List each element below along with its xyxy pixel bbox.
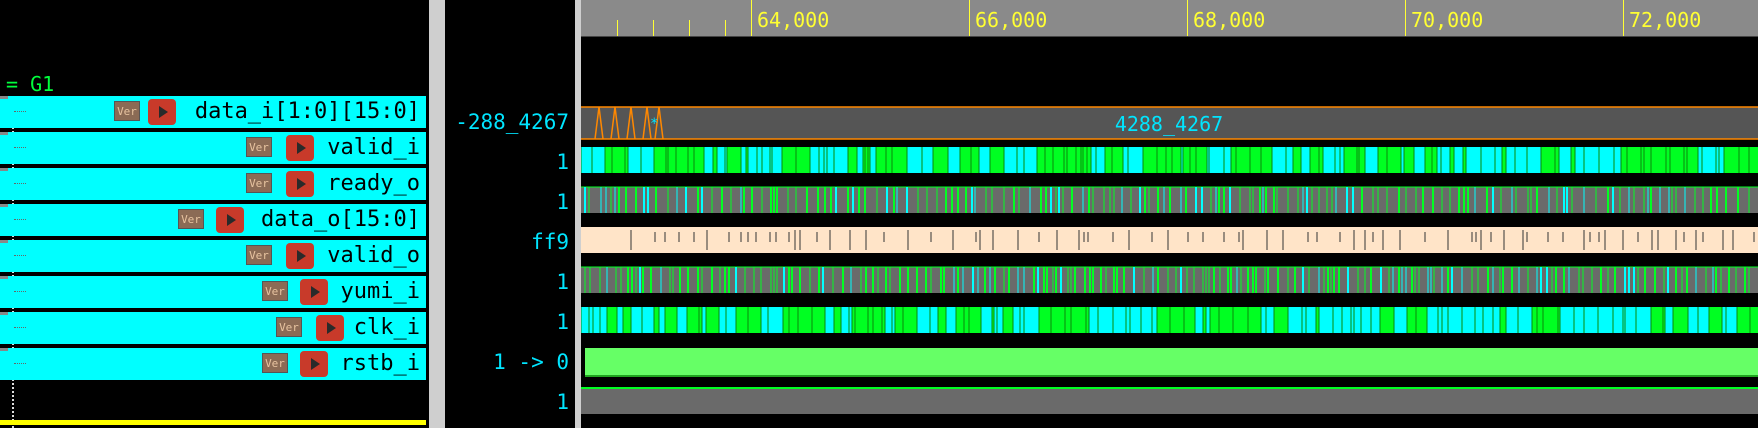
signal-row-rstb-i[interactable]: Ver rstb_i (0, 348, 426, 380)
ruler-tick (689, 20, 690, 36)
ruler-tick (653, 20, 654, 36)
signal-name: yumi_i (340, 279, 420, 304)
signal-values-pane: -288_4267 1 1 ff9 1 1 1 -> 0 1 (445, 0, 575, 428)
wave-valid-i[interactable] (580, 146, 1758, 174)
ruler-label: 70,000 (1411, 8, 1484, 32)
wave-ready-o[interactable] (581, 186, 1758, 214)
verilog-icon: Ver (246, 173, 272, 193)
ruler-major-tick (751, 0, 752, 36)
ruler-label: 64,000 (757, 8, 830, 32)
signal-row-data-o[interactable]: Ver data_o[15:0] (0, 204, 426, 236)
tree-dash (14, 111, 26, 112)
wave-data-o[interactable] (581, 226, 1758, 254)
verilog-icon: Ver (262, 353, 288, 373)
source-jump-icon[interactable] (300, 351, 328, 377)
signal-waveform (580, 147, 1758, 173)
source-jump-icon[interactable] (316, 315, 344, 341)
source-jump-icon[interactable] (286, 171, 314, 197)
selection-bar (0, 420, 426, 425)
signal-row-data-i[interactable]: Ver data_i[1:0][15:0] (0, 96, 426, 128)
wave-valid-o[interactable] (581, 266, 1758, 294)
row-marker (0, 132, 8, 135)
bus-waveform: * 4288_4267 (581, 106, 1758, 140)
ruler-label: 66,000 (975, 8, 1048, 32)
row-marker (0, 96, 8, 99)
group-label[interactable]: = G1 (6, 72, 54, 96)
pane-splitter-right[interactable] (575, 0, 581, 428)
signal-row-ready-o[interactable]: Ver ready_o (0, 168, 426, 200)
ruler-tick (725, 20, 726, 36)
ruler-major-tick (1187, 0, 1188, 36)
signal-name: valid_i (327, 135, 420, 160)
value-clk-i: 1 -> 0 (493, 350, 569, 374)
verilog-icon: Ver (246, 245, 272, 265)
row-marker (0, 240, 8, 243)
wave-clk-i[interactable] (581, 346, 1758, 378)
tree-dash (14, 291, 26, 292)
tree-dash (14, 147, 26, 148)
source-jump-icon[interactable] (148, 99, 176, 125)
wave-rstb-i[interactable] (581, 386, 1758, 416)
verilog-icon: Ver (246, 137, 272, 157)
flat-waveform (581, 387, 1758, 414)
signal-row-valid-o[interactable]: Ver valid_o (0, 240, 426, 272)
signal-names-pane: = G1 Ver data_i[1:0][15:0] Ver valid_i V… (0, 0, 429, 428)
signal-name: ready_o (327, 171, 420, 196)
source-jump-icon[interactable] (216, 207, 244, 233)
bus-value-label: 4288_4267 (1115, 112, 1223, 136)
pane-splitter-left[interactable] (429, 0, 445, 428)
signal-waveform (580, 307, 1758, 333)
value-rstb-i: 1 (556, 390, 569, 414)
value-ready-o: 1 (556, 190, 569, 214)
signal-row-valid-i[interactable]: Ver valid_i (0, 132, 426, 164)
group-name: G1 (30, 72, 55, 96)
signal-name: rstb_i (340, 351, 420, 376)
bus-waveform (581, 227, 1758, 253)
row-marker (0, 168, 8, 171)
group-marker: = (6, 72, 19, 96)
ruler-tick (617, 20, 618, 36)
source-jump-icon[interactable] (300, 279, 328, 305)
signal-name: clk_i (353, 315, 420, 340)
wave-yumi-i[interactable] (580, 306, 1758, 334)
signal-waveform (581, 266, 1758, 293)
tree-dash (14, 363, 26, 364)
row-marker (0, 348, 8, 351)
value-yumi-i: 1 (556, 310, 569, 334)
ruler-label: 72,000 (1629, 8, 1702, 32)
signal-row-yumi-i[interactable]: Ver yumi_i (0, 276, 426, 308)
source-jump-icon[interactable] (286, 135, 314, 161)
signal-name: data_o[15:0] (261, 207, 420, 232)
bus-marker: * (650, 116, 658, 132)
ruler-major-tick (969, 0, 970, 36)
wave-data-i[interactable]: * 4288_4267 (581, 106, 1758, 140)
verilog-icon: Ver (114, 101, 140, 121)
clock-waveform (585, 348, 1758, 377)
signal-waveform (581, 186, 1758, 213)
value-valid-o: 1 (556, 270, 569, 294)
verilog-icon: Ver (276, 317, 302, 337)
value-valid-i: 1 (556, 150, 569, 174)
ruler-major-tick (1623, 0, 1624, 36)
value-data-o: ff9 (531, 230, 569, 254)
tree-dash (14, 219, 26, 220)
verilog-icon: Ver (262, 281, 288, 301)
signal-name: data_i[1:0][15:0] (194, 99, 420, 124)
ruler-label: 68,000 (1193, 8, 1266, 32)
row-marker (0, 276, 8, 279)
tree-dash (14, 183, 26, 184)
tree-dash (14, 327, 26, 328)
time-ruler[interactable]: 64,000 66,000 68,000 70,000 72,000 (581, 0, 1758, 37)
ruler-major-tick (1405, 0, 1406, 36)
row-marker (0, 312, 8, 315)
tree-dash (14, 255, 26, 256)
waveform-pane[interactable]: 64,000 66,000 68,000 70,000 72,000 * 428… (580, 0, 1758, 428)
row-marker (0, 204, 8, 207)
source-jump-icon[interactable] (286, 243, 314, 269)
signal-row-clk-i[interactable]: Ver clk_i (0, 312, 426, 344)
verilog-icon: Ver (178, 209, 204, 229)
value-data-i: -288_4267 (455, 110, 569, 134)
signal-name: valid_o (327, 243, 420, 268)
